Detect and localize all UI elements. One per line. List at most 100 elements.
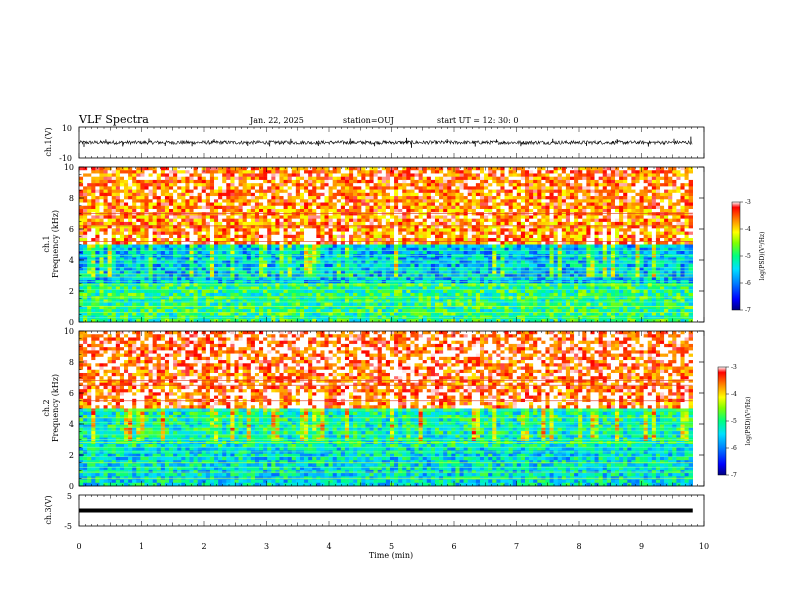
ch1-spectrogram-cell [144,254,149,258]
ch1-spectrogram-cell [304,318,309,323]
ch1-spectrogram-cell [242,247,248,252]
ch1-spectrogram-cell [353,270,358,274]
ch1-spectrogram-cell [447,260,452,265]
ch1-spectrogram-cell [234,305,239,310]
ch1-spectrogram-cell [226,167,231,171]
ch1-spectrogram-cell [160,247,166,252]
ch1-spectrogram-cell [132,289,137,294]
ch1-spectrogram-cell [484,215,489,219]
ch1-spectrogram-cell [459,170,464,174]
ch1-spectrogram-cell [451,289,456,294]
ch1-spectrogram-cell [193,296,198,300]
ch1-spectrogram-cell [402,212,407,216]
ch1-spectrogram-cell [349,273,354,278]
ch1-spectrogram-cell [226,299,231,303]
ch1-spectrogram-cell [250,192,256,197]
ch1-spectrogram-cell [271,302,276,307]
ch1-spectrogram-cell [107,179,112,184]
ch1-spectrogram-cell [107,257,112,261]
ch1-spectrogram-cell [389,270,395,274]
ch1-spectrogram-cell [193,254,198,258]
ch1-spectrogram-cell [324,192,329,197]
ch1-spectrogram-cell [332,173,338,177]
ch1-spectrogram-cell [87,205,92,210]
ch1-spectrogram-cell [451,292,456,297]
ch1-spectrogram-cell [369,318,374,323]
ch1-spectrogram-cell [136,260,141,265]
ch1-spectrogram-cell [373,273,378,278]
ch1-spectrogram-cell [193,228,198,232]
ch1-spectrogram-cell [136,296,141,300]
ch1-spectrogram-cell [91,189,96,194]
ch1-spectrogram-cell [111,292,117,297]
ch1-spectrogram-cell [471,173,477,177]
ch1-spectrogram-cell [471,208,477,213]
ch1-spectrogram-cell [471,289,477,294]
ch1-spectrogram-cell [398,244,403,248]
ch1-spectrogram-cell [246,289,252,294]
ch1-spectrogram-cell [312,309,317,313]
ch1-spectrogram-cell [99,183,104,187]
ch1-spectrogram-cell [500,205,505,210]
ch1-spectrogram-cell [148,189,153,194]
ch1-spectrogram-cell [332,228,338,232]
ch1-spectrogram-cell [344,205,350,210]
ch1-spectrogram-cell [406,292,411,297]
ch1-spectrogram-cell [349,202,354,206]
ch1-spectrogram-cell [447,183,452,187]
ch1-spectrogram-cell [79,215,84,219]
ch1-spectrogram-cell [467,309,473,313]
ch1-spectrogram-cell [324,183,329,187]
ch1-spectrogram-cell [402,263,407,268]
ch1-spectrogram-cell [107,238,112,242]
ch1-spectrogram-cell [205,250,211,255]
ch1-spectrogram-cell [263,250,268,255]
ch1-spectrogram-cell [79,202,84,206]
ch1-spectrogram-cell [336,296,342,300]
ch1-spectrogram-cell [226,218,231,223]
ch1-spectrogram-cell [250,247,256,252]
ch1-spectrogram-cell [299,318,305,323]
ch1-spectrogram-cell [447,186,452,190]
ch1-spectrogram-cell [340,254,346,258]
ch1-spectrogram-cell [115,299,121,303]
ch1-spectrogram-cell [443,234,448,239]
ch1-spectrogram-cell [181,228,186,232]
ch1-spectrogram-cell [349,260,354,265]
ch1-spectrogram-cell [402,273,407,278]
ch1-spectrogram-cell [463,183,468,187]
ch1-spectrogram-cell [381,254,387,258]
ch1-spectrogram-cell [418,199,423,203]
ch1-spectrogram-cell [414,218,419,223]
ch1-spectrogram-cell [259,318,264,323]
ch1-spectrogram-cell [385,276,391,281]
ch1-spectrogram-cell [107,292,112,297]
ch1-spectrogram-cell [128,286,133,290]
ch1-spectrogram-cell [83,170,88,174]
ch1-spectrogram-cell [99,267,104,271]
ch1-spectrogram-cell [496,218,501,223]
ch1-spectrogram-cell [189,270,194,274]
ch1-spectrogram-cell [328,312,333,316]
ch1-spectrogram-cell [144,199,149,203]
ch1-spectrogram-cell [373,267,378,271]
ch1-spectrogram-cell [340,296,346,300]
ch1-spectrogram-cell [434,196,440,200]
ch1-spectrogram-cell [111,263,117,268]
ch1-spectrogram-cell [389,302,395,307]
ch1-spectrogram-cell [152,296,157,300]
ch1-spectrogram-cell [181,292,186,297]
ch1-spectrogram-cell [336,196,342,200]
ch1-spectrogram-cell [426,309,432,313]
ch1-spectrogram-cell [340,228,346,232]
ch1-spectrogram-cell [291,244,297,248]
ch1-spectrogram-cell [95,183,100,187]
ch1-spectrogram-cell [451,189,456,194]
ch1-spectrogram-cell [160,270,166,274]
ch1-spectrogram-cell [95,208,100,213]
ch1-spectrogram-cell [291,309,297,313]
ch1-spectrogram-cell [144,244,149,248]
ch1-spectrogram-cell [377,244,383,248]
ch1-spectrogram-cell [340,173,346,177]
ch1-spectrogram-cell [103,247,108,252]
